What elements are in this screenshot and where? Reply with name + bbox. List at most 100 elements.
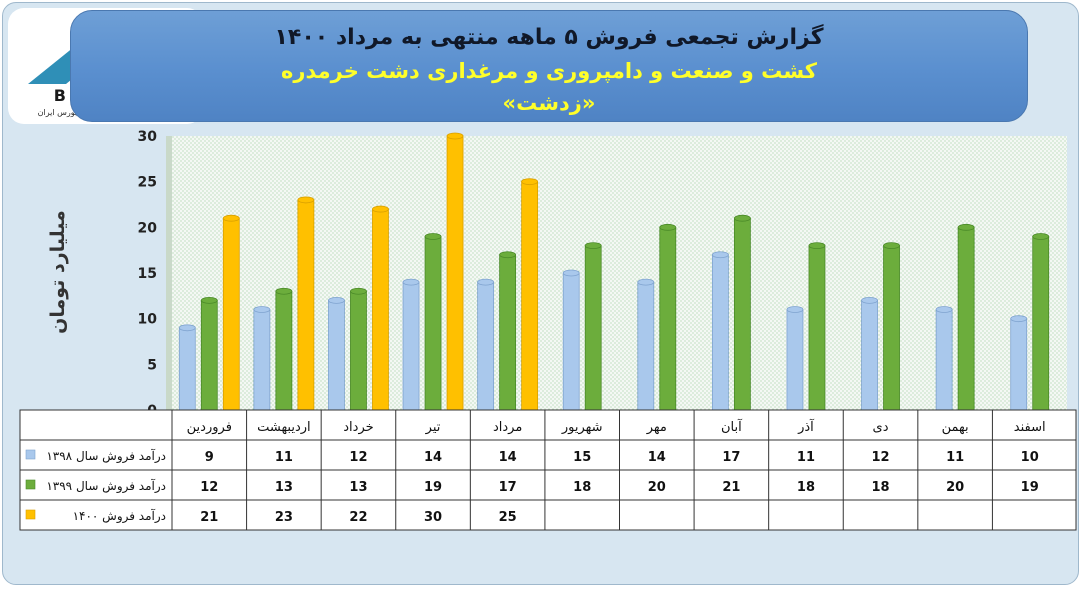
chart-header: گزارش تجمعی فروش ۵ ماهه منتهی به مرداد ۱… — [70, 10, 1028, 122]
data-label: 18 — [871, 480, 889, 495]
plot-side-wall — [166, 136, 172, 410]
bar-body — [521, 181, 539, 411]
bar-body — [328, 299, 345, 411]
bar-3-1 — [222, 214, 240, 411]
bar-top — [222, 214, 240, 222]
bar-body — [499, 254, 517, 411]
bar-body — [297, 199, 315, 411]
bar-body — [200, 299, 218, 411]
bar-top — [328, 296, 345, 304]
x-tick-label: مهر — [646, 420, 667, 435]
bar-2-3 — [350, 287, 367, 411]
bar-body — [659, 226, 677, 411]
data-label: 20 — [648, 480, 666, 495]
x-tick-label: آذر — [797, 418, 815, 435]
bar-top — [446, 132, 464, 140]
bar-2-9 — [808, 242, 826, 411]
bar-1-6 — [562, 269, 580, 411]
x-tick-label: شهریور — [561, 420, 603, 435]
bar-3-4 — [446, 132, 464, 411]
bar-body — [253, 309, 271, 411]
bar-top — [808, 242, 826, 250]
bar-1-7 — [637, 278, 655, 411]
data-label: 12 — [349, 450, 367, 465]
legend-entry: درآمد فروش سال ۱۳۹۸ — [46, 448, 166, 464]
bar-top — [584, 242, 602, 250]
bar-top — [957, 223, 975, 231]
legend-swatch — [25, 509, 36, 520]
data-label: 18 — [573, 480, 591, 495]
bar-body — [562, 272, 580, 411]
data-label: 20 — [946, 480, 964, 495]
x-tick-label: اردیبهشت — [257, 420, 311, 435]
y-tick-label: 15 — [138, 266, 157, 282]
data-label: 17 — [499, 480, 517, 495]
bar-2-6 — [584, 242, 602, 411]
x-tick-label: دی — [873, 420, 889, 435]
data-label: 23 — [275, 510, 293, 525]
bar-body — [402, 281, 420, 411]
bar-body — [861, 299, 878, 411]
bar-body — [1010, 318, 1028, 411]
bar-3-3 — [372, 205, 389, 411]
bar-top — [935, 306, 953, 313]
y-tick-label: 5 — [147, 357, 157, 373]
bar-top — [424, 233, 442, 240]
bar-2-11 — [957, 223, 975, 411]
bar-top — [178, 324, 196, 332]
data-label: 14 — [499, 450, 517, 465]
bar-body — [935, 309, 953, 411]
data-label: 13 — [275, 480, 293, 495]
data-label: 22 — [349, 510, 367, 525]
x-tick-label: تیر — [425, 420, 441, 435]
bar-top — [659, 223, 677, 231]
bar-1-8 — [711, 251, 729, 411]
x-tick-label: خرداد — [343, 420, 373, 435]
data-label: 21 — [722, 480, 740, 495]
bar-top — [1010, 315, 1028, 323]
bar-body — [275, 290, 293, 411]
bar-2-4 — [424, 233, 442, 411]
data-label: 19 — [424, 480, 442, 495]
data-label: 11 — [275, 450, 293, 465]
bar-1-4 — [402, 278, 420, 411]
data-label: 19 — [1021, 480, 1039, 495]
bar-top — [786, 306, 804, 313]
legend-swatch — [25, 449, 36, 460]
data-label: 12 — [871, 450, 889, 465]
data-label: 30 — [424, 510, 442, 525]
data-label: 11 — [946, 450, 964, 465]
y-tick-label: 25 — [138, 175, 157, 191]
bar-1-11 — [935, 306, 953, 411]
bar-body — [222, 217, 240, 411]
x-tick-label: بهمن — [942, 420, 969, 435]
bar-body — [711, 254, 729, 411]
data-label: 15 — [573, 450, 591, 465]
bar-body — [178, 327, 196, 411]
bar-body — [883, 245, 900, 411]
bar-body — [733, 217, 751, 411]
data-label: 21 — [200, 510, 218, 525]
data-label: 25 — [499, 510, 517, 525]
bar-3-2 — [297, 196, 315, 411]
x-tick-label: آبان — [721, 418, 743, 435]
bar-top — [1032, 233, 1050, 240]
bar-top — [883, 242, 900, 250]
company-ticker: «زدشت» — [502, 91, 596, 115]
bar-top — [861, 296, 878, 304]
bar-2-1 — [200, 296, 218, 411]
bar-top — [711, 251, 729, 259]
bar-body — [637, 281, 655, 411]
bar-top — [637, 278, 655, 286]
bar-top — [297, 196, 315, 204]
legend-swatch — [25, 479, 36, 490]
bar-2-7 — [659, 223, 677, 411]
bar-top — [562, 269, 580, 277]
bar-body — [808, 245, 826, 411]
bar-top — [253, 306, 271, 313]
y-tick-label: 10 — [138, 312, 158, 328]
bar-body — [786, 309, 804, 411]
bar-1-10 — [861, 296, 878, 411]
data-label: 14 — [424, 450, 442, 465]
